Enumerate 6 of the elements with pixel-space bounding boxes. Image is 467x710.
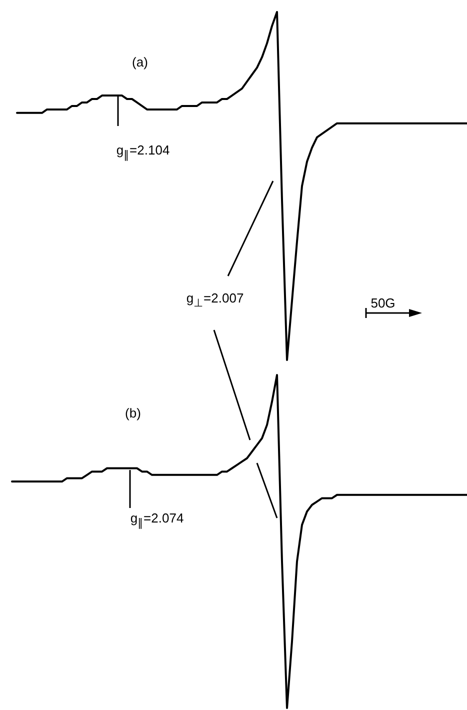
annotation: 50G — [370, 296, 396, 310]
annotation: g$_{∥}$=2.074 — [130, 510, 184, 530]
annotation: g$_{∥}$=2.104 — [116, 142, 170, 162]
annotation: (a) — [132, 54, 148, 70]
annotation: (b) — [125, 406, 141, 420]
annotation: g$_{⊥}$=2.007 — [186, 290, 244, 310]
